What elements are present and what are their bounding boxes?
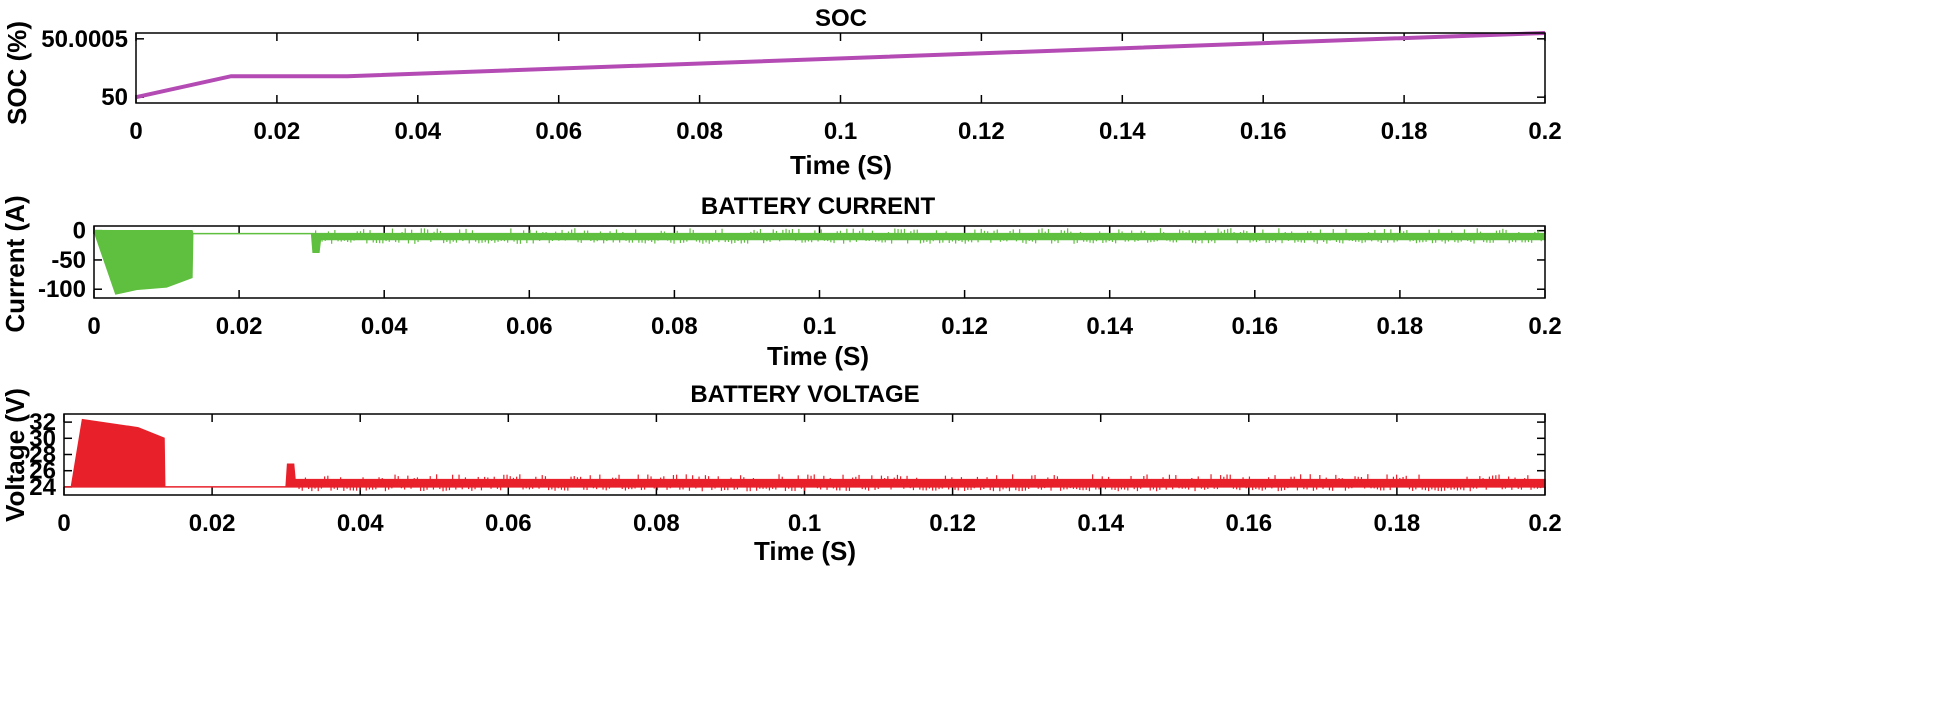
voltage-x-tick-label: 0.04 xyxy=(337,510,384,537)
voltage-y-tick-label: 26 xyxy=(29,458,56,485)
soc-x-tick-label: 0.14 xyxy=(1099,118,1146,145)
voltage-x-tick-label: 0.06 xyxy=(485,510,532,537)
current-x-tick-label: 0 xyxy=(87,313,100,340)
voltage-x-tick-label: 0.18 xyxy=(1374,510,1421,537)
soc-x-label: Time (S) xyxy=(790,150,892,180)
current-x-tick-label: 0.06 xyxy=(506,313,553,340)
battery-voltage-title: BATTERY VOLTAGE xyxy=(690,381,919,408)
voltage-y-label: Voltage (V) xyxy=(0,388,30,522)
voltage-y-tick-label: 28 xyxy=(29,442,56,469)
current-x-label: Time (S) xyxy=(767,341,869,371)
voltage-ripple xyxy=(298,474,1542,492)
soc-x-tick-label: 0.2 xyxy=(1528,118,1561,145)
soc-x-tick-label: 0.12 xyxy=(958,118,1005,145)
soc-x-tick-label: 0.18 xyxy=(1381,118,1428,145)
soc-title: SOC xyxy=(815,5,867,32)
soc-x-ticks: 0 0.02 0.04 0.06 0.08 0.1 0.12 0.14 0.16 0.18 0.2 xyxy=(129,33,1562,145)
current-x-tick-label: 0.08 xyxy=(651,313,698,340)
soc-y-tick-label: 50.0005 xyxy=(41,26,128,53)
soc-axes-box xyxy=(135,32,1546,104)
voltage-x-tick-label: 0.08 xyxy=(633,510,680,537)
voltage-x-tick-label: 0.12 xyxy=(929,510,976,537)
current-axes-box xyxy=(93,225,1546,299)
battery-voltage-panel: BATTERY VOLTAGE 0 0.02 0.04 0.06 0.08 0.1 0.12… xyxy=(0,381,1562,566)
voltage-x-tick-label: 0.02 xyxy=(189,510,236,537)
voltage-y-tick-label: 24 xyxy=(29,474,56,501)
voltage-x-ticks: 0 0.02 0.04 0.06 0.08 0.1 0.12 0.14 0.16 0.18 0.2 xyxy=(57,414,1562,537)
soc-x-tick-label: 0.1 xyxy=(824,118,857,145)
soc-y-tick-label: 50 xyxy=(101,84,128,111)
battery-current-panel: BATTERY CURRENT 0 0.02 0.04 0.06 0.08 0.1 0.12… xyxy=(0,193,1562,371)
soc-y-ticks: 50 50.0005 xyxy=(41,26,1545,111)
voltage-x-tick-label: 0 xyxy=(57,510,70,537)
voltage-x-tick-label: 0.2 xyxy=(1528,510,1561,537)
soc-panel: SOC 0 0.02 0.04 0.06 0.08 0.1 0.12 0.14 0.16 0.18… xyxy=(2,5,1562,180)
current-x-tick-label: 0.1 xyxy=(803,313,836,340)
current-x-ticks: 0 0.02 0.04 0.06 0.08 0.1 0.12 0.14 0.16 0.18 0.2 xyxy=(87,226,1562,340)
soc-x-tick-label: 0 xyxy=(129,118,142,145)
soc-y-label: SOC (%) xyxy=(2,21,32,125)
voltage-x-label: Time (S) xyxy=(754,536,856,566)
voltage-y-tick-label: 30 xyxy=(29,425,56,452)
current-y-tick-label: 0 xyxy=(73,218,86,245)
voltage-y-tick-label: 32 xyxy=(29,409,56,436)
voltage-axes-box xyxy=(63,413,1546,496)
current-y-label: Current (A) xyxy=(0,195,30,332)
voltage-x-tick-label: 0.14 xyxy=(1077,510,1124,537)
current-y-tick-label: -100 xyxy=(38,276,86,303)
soc-x-tick-label: 0.04 xyxy=(394,118,441,145)
current-x-tick-label: 0.2 xyxy=(1528,313,1561,340)
current-y-ticks: 0-50-100 xyxy=(38,218,1545,303)
current-x-tick-label: 0.04 xyxy=(361,313,408,340)
battery-current-title: BATTERY CURRENT xyxy=(701,193,936,220)
voltage-x-tick-label: 0.1 xyxy=(788,510,821,537)
current-x-tick-label: 0.14 xyxy=(1086,313,1133,340)
current-x-tick-label: 0.12 xyxy=(941,313,988,340)
current-ripple xyxy=(315,228,1542,244)
current-x-tick-label: 0.02 xyxy=(216,313,263,340)
voltage-band xyxy=(64,418,1546,488)
soc-x-tick-label: 0.16 xyxy=(1240,118,1287,145)
soc-x-tick-label: 0.08 xyxy=(676,118,723,145)
soc-x-tick-label: 0.06 xyxy=(535,118,582,145)
voltage-x-tick-label: 0.16 xyxy=(1225,510,1272,537)
soc-x-tick-label: 0.02 xyxy=(254,118,301,145)
current-x-tick-label: 0.18 xyxy=(1377,313,1424,340)
current-x-tick-label: 0.16 xyxy=(1231,313,1278,340)
current-y-tick-label: -50 xyxy=(51,247,86,274)
soc-line xyxy=(135,31,1546,100)
